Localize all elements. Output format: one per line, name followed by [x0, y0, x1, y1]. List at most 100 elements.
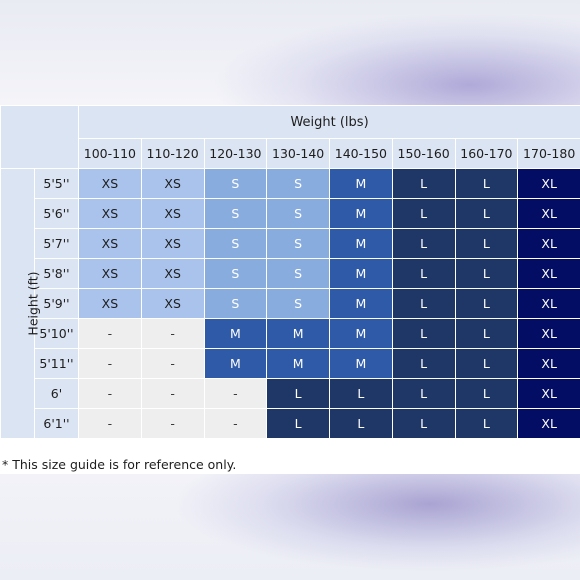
size-cell: XS [140, 258, 205, 289]
size-cell: XS [78, 168, 142, 199]
size-cell: XS [78, 258, 142, 289]
size-cell: - [140, 318, 205, 349]
weight-range-row: 100-110 110-120 120-130 130-140 140-150 150-1… [1, 138, 580, 169]
weight-range-2: 120-130 [203, 138, 268, 169]
size-guide-card: Weight (lbs) 100-110 110-120 120-130 130-14… [0, 105, 580, 474]
weight-header: Weight (lbs) [77, 105, 580, 139]
size-cell: L [391, 408, 456, 439]
table-row: 5'11'' - - M M M L L XL [1, 348, 580, 379]
size-cell: M [329, 288, 393, 319]
size-cell: L [454, 228, 519, 259]
size-cell: S [203, 288, 268, 319]
size-cell: XS [140, 168, 205, 199]
height-value: 5'8'' [34, 258, 79, 289]
size-cell: L [454, 318, 519, 349]
size-cell: M [203, 318, 268, 349]
size-cell: XL [517, 258, 580, 289]
size-cell: S [203, 168, 268, 199]
size-cell: L [391, 348, 456, 379]
size-cell: L [391, 198, 456, 229]
size-cell: - [78, 348, 142, 379]
weight-range-3: 130-140 [266, 138, 330, 169]
height-value: 5'9'' [34, 288, 79, 319]
table-row: 5'8'' XS XS S S M L L XL [1, 258, 580, 289]
size-cell: - [78, 408, 142, 439]
height-value: 6'1'' [34, 408, 79, 439]
size-cell: - [203, 408, 268, 439]
height-value: 5'10'' [34, 318, 79, 349]
size-cell: L [391, 318, 456, 349]
size-cell: S [266, 228, 330, 259]
size-cell: M [329, 168, 393, 199]
table-corner [0, 105, 79, 169]
table-row: 5'10'' - - M M M L L XL [1, 318, 580, 349]
size-cell: M [266, 348, 330, 379]
size-cell: L [329, 408, 393, 439]
size-cell: XL [517, 378, 580, 409]
size-cell: L [454, 348, 519, 379]
size-cell: L [391, 288, 456, 319]
background-blur-top [0, 0, 580, 105]
weight-range-5: 150-160 [391, 138, 456, 169]
size-cell: L [454, 198, 519, 229]
size-cell: XS [140, 288, 205, 319]
size-cell: XL [517, 198, 580, 229]
size-cell: XS [140, 228, 205, 259]
size-cell: XL [517, 408, 580, 439]
height-header: Height (ft) [0, 168, 41, 439]
size-cell: S [266, 258, 330, 289]
weight-range-4: 140-150 [329, 138, 393, 169]
size-cell: - [140, 408, 205, 439]
table-row: 5'7'' XS XS S S M L L XL [1, 228, 580, 259]
weight-range-1: 110-120 [140, 138, 205, 169]
height-value: 5'11'' [34, 348, 79, 379]
size-cell: L [454, 288, 519, 319]
height-value: 5'7'' [34, 228, 79, 259]
size-cell: M [266, 318, 330, 349]
size-cell: L [266, 378, 330, 409]
size-cell: S [266, 168, 330, 199]
size-cell: L [391, 258, 456, 289]
background-blur-bottom [0, 474, 580, 580]
size-cell: M [329, 318, 393, 349]
size-cell: L [266, 408, 330, 439]
size-cell: M [329, 258, 393, 289]
size-cell: XL [517, 228, 580, 259]
size-cell: M [329, 348, 393, 379]
size-cell: - [140, 378, 205, 409]
size-cell: XS [140, 198, 205, 229]
size-cell: L [454, 378, 519, 409]
weight-range-7: 170-180 [517, 138, 580, 169]
size-body: Height (ft) 5'5'' XS XS S S M L L XL 5'6'' XS XS S S M L… [0, 168, 580, 439]
size-chart-table: Weight (lbs) 100-110 110-120 120-130 130-14… [0, 105, 580, 439]
size-cell: XS [78, 288, 142, 319]
size-cell: S [203, 258, 268, 289]
height-value: 5'5'' [34, 168, 79, 199]
size-cell: S [266, 288, 330, 319]
size-cell: L [329, 378, 393, 409]
size-cell: XL [517, 168, 580, 199]
size-cell: S [203, 228, 268, 259]
table-row: Height (ft) 5'5'' XS XS S S M L L XL [0, 168, 580, 439]
size-cell: S [266, 198, 330, 229]
size-cell: XL [517, 288, 580, 319]
table-row: 5'9'' XS XS S S M L L XL [1, 288, 580, 319]
height-header-label: Height (ft) [25, 271, 41, 336]
size-cell: S [203, 198, 268, 229]
table-row: 6'1'' - - - L L L L XL [1, 408, 580, 439]
size-cell: L [454, 408, 519, 439]
weight-range-0: 100-110 [78, 138, 142, 169]
size-cell: L [391, 228, 456, 259]
table-row: 6' - - - L L L L XL [1, 378, 580, 409]
size-cell: - [140, 348, 205, 379]
weight-range-6: 160-170 [454, 138, 519, 169]
size-cell: XL [517, 348, 580, 379]
size-cell: M [329, 228, 393, 259]
size-cell: L [454, 258, 519, 289]
reference-note: * This size guide is for reference only. [2, 457, 237, 472]
size-cell: - [203, 378, 268, 409]
size-cell: XS [78, 228, 142, 259]
size-cell: XS [78, 198, 142, 229]
table-row: 5'6'' XS XS S S M L L XL [1, 198, 580, 229]
size-cell: L [391, 168, 456, 199]
